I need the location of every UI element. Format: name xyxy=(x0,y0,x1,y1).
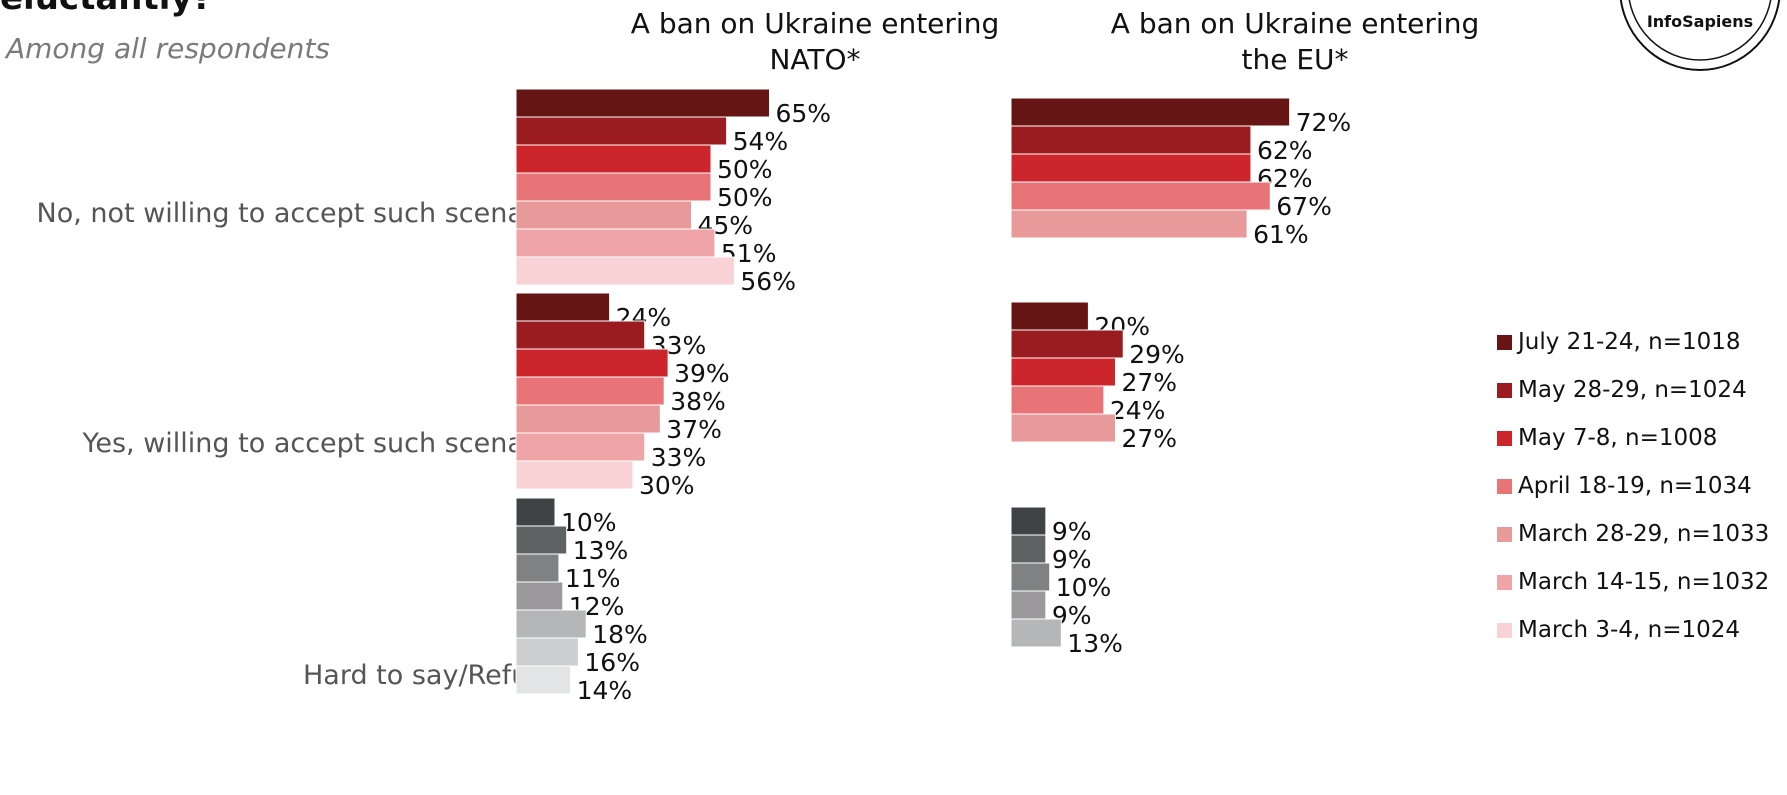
legend-swatch xyxy=(1497,574,1512,590)
bar-value-label: 67% xyxy=(1276,192,1332,221)
panel-title-eu-line2: the EU* xyxy=(1241,43,1349,76)
bar-value-label: 61% xyxy=(1253,220,1309,249)
bar-value-label: 54% xyxy=(733,127,789,156)
bar-value-label: 50% xyxy=(717,183,773,212)
panel-title-eu-line1: A ban on Ukraine entering xyxy=(1110,7,1480,40)
bar xyxy=(515,172,712,202)
bar xyxy=(1010,301,1089,331)
bar-value-label: 27% xyxy=(1121,424,1177,453)
bar-value-label: 62% xyxy=(1257,136,1313,165)
bar xyxy=(1010,153,1252,183)
legend-swatch xyxy=(1497,622,1512,638)
bar xyxy=(1010,590,1047,620)
bar xyxy=(1010,181,1271,211)
bar xyxy=(515,525,568,555)
bar xyxy=(515,665,572,695)
bar-value-label: 39% xyxy=(674,359,730,388)
bar xyxy=(515,200,692,230)
legend-item: May 28-29, n=1024 xyxy=(1497,366,1787,414)
legend-label: May 28-29, n=1024 xyxy=(1518,377,1747,403)
bar xyxy=(515,116,728,146)
legend-item: March 28-29, n=1033 xyxy=(1497,510,1787,558)
bar xyxy=(1010,562,1051,592)
bar-value-label: 37% xyxy=(666,415,722,444)
legend-item: May 7-8, n=1008 xyxy=(1497,414,1787,462)
bar-value-label: 65% xyxy=(776,99,832,128)
bar-value-label: 24% xyxy=(1110,396,1166,425)
bar-value-label: 14% xyxy=(577,676,633,705)
bar-value-label: 56% xyxy=(740,267,796,296)
legend-label: May 7-8, n=1008 xyxy=(1518,425,1718,451)
bar xyxy=(1010,329,1124,359)
bar xyxy=(515,460,634,490)
bar-value-label: 10% xyxy=(561,508,617,537)
bar-value-label: 11% xyxy=(565,564,621,593)
bar xyxy=(515,256,735,286)
bar-value-label: 9% xyxy=(1052,545,1092,574)
legend-item: April 18-19, n=1034 xyxy=(1497,462,1787,510)
bar-value-label: 72% xyxy=(1296,108,1352,137)
bar-value-label: 16% xyxy=(584,648,640,677)
bar xyxy=(515,609,587,639)
bar xyxy=(1010,534,1047,564)
category-label-no: No, not willing to accept such scenario xyxy=(36,198,559,229)
bar xyxy=(515,637,579,667)
legend-swatch xyxy=(1497,334,1512,350)
bar-value-label: 13% xyxy=(1067,629,1123,658)
bar xyxy=(515,581,564,611)
bar-value-label: 10% xyxy=(1056,573,1112,602)
legend-swatch xyxy=(1497,430,1512,446)
bar-value-label: 33% xyxy=(651,443,707,472)
bar xyxy=(1010,209,1248,239)
legend: July 21-24, n=1018 May 28-29, n=1024 May… xyxy=(1497,318,1787,654)
legend-item: March 3-4, n=1024 xyxy=(1497,606,1787,654)
bar-value-label: 30% xyxy=(639,471,695,500)
legend-label: March 28-29, n=1033 xyxy=(1518,521,1770,547)
bar xyxy=(1010,125,1252,155)
bar-value-label: 38% xyxy=(670,387,726,416)
page-subtitle: Among all respondents xyxy=(6,32,330,65)
legend-label: April 18-19, n=1034 xyxy=(1518,473,1752,499)
bar xyxy=(515,376,665,406)
bar xyxy=(515,432,646,462)
bar xyxy=(515,292,611,322)
logo-text: InfoSapiens xyxy=(1647,12,1753,31)
legend-swatch xyxy=(1497,382,1512,398)
bar-value-label: 27% xyxy=(1121,368,1177,397)
legend-item: March 14-15, n=1032 xyxy=(1497,558,1787,606)
bar-value-label: 50% xyxy=(717,155,773,184)
legend-label: March 3-4, n=1024 xyxy=(1518,617,1740,643)
legend-swatch xyxy=(1497,526,1512,542)
bar xyxy=(515,228,716,258)
bar-value-label: 29% xyxy=(1129,340,1185,369)
panel-title-nato-line1: A ban on Ukraine entering xyxy=(630,7,1000,40)
bar-value-label: 18% xyxy=(592,620,648,649)
panel-title-eu: A ban on Ukraine entering the EU* xyxy=(1070,6,1520,78)
bar xyxy=(515,553,560,583)
bar xyxy=(515,88,770,118)
page-title: eluctantly? xyxy=(0,0,212,18)
bar xyxy=(1010,413,1116,443)
bar xyxy=(1010,385,1105,415)
bar xyxy=(515,497,556,527)
legend-label: July 21-24, n=1018 xyxy=(1518,329,1741,355)
panel-title-nato: A ban on Ukraine entering NATO* xyxy=(590,6,1040,78)
bar xyxy=(515,404,661,434)
bar xyxy=(515,144,712,174)
legend-swatch xyxy=(1497,478,1512,494)
panel-title-nato-line2: NATO* xyxy=(769,43,861,76)
legend-label: March 14-15, n=1032 xyxy=(1518,569,1770,595)
bar xyxy=(1010,618,1062,648)
bar-value-label: 13% xyxy=(573,536,629,565)
infosapiens-logo: IS InfoSapiens xyxy=(1619,0,1781,71)
bar xyxy=(1010,506,1047,536)
category-label-yes: Yes, willing to accept such scenario xyxy=(82,428,559,459)
legend-item: July 21-24, n=1018 xyxy=(1497,318,1787,366)
bar xyxy=(1010,357,1116,387)
bar xyxy=(515,348,669,378)
bar-value-label: 9% xyxy=(1052,517,1092,546)
bar xyxy=(1010,97,1291,127)
bar xyxy=(515,320,646,350)
